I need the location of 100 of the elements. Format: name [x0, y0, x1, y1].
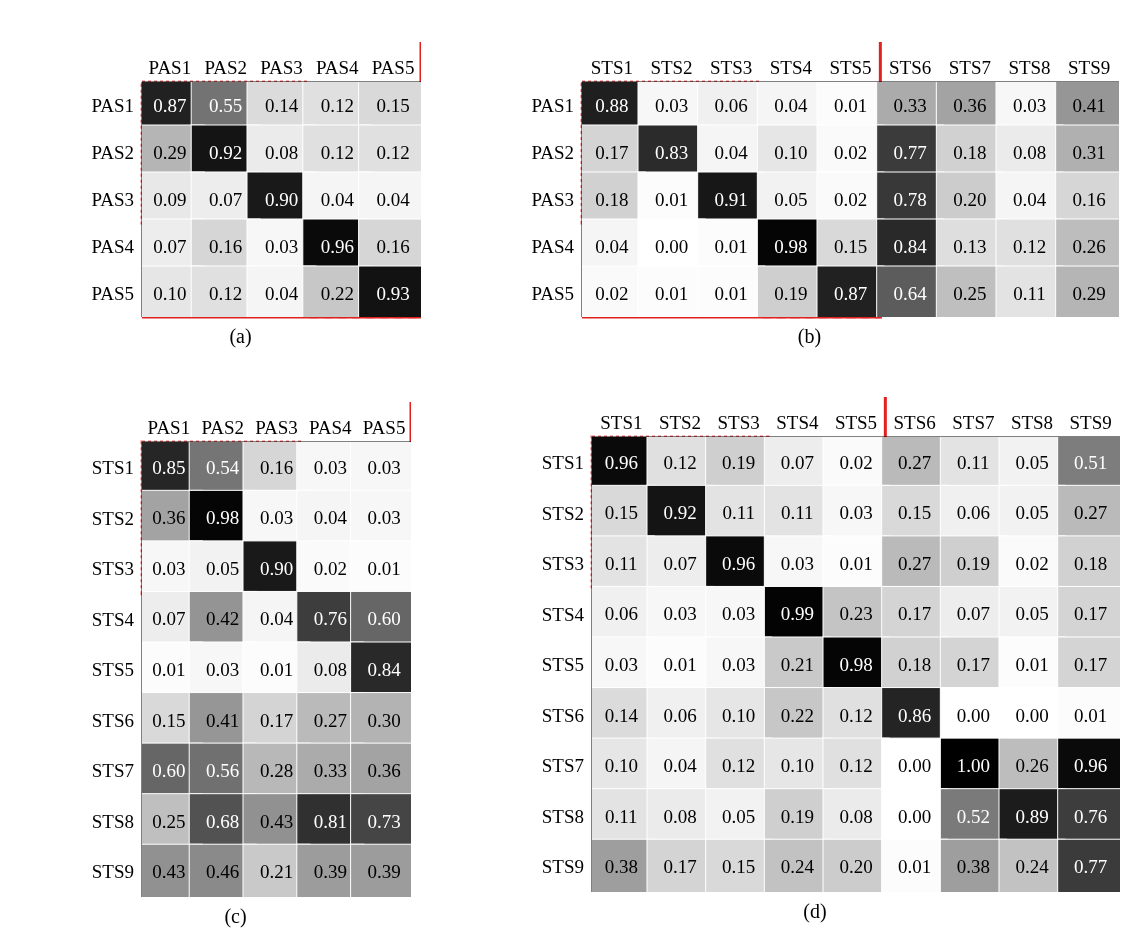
data-label: 0.03	[367, 507, 401, 529]
x-tick-label: PAS2	[201, 417, 245, 438]
y-tick-label: STS7	[91, 760, 134, 782]
y-tick-label: PAS4	[91, 236, 135, 258]
data-label: 0.06	[714, 95, 748, 116]
data-label: 0.99	[780, 603, 814, 625]
data-label: 0.14	[604, 704, 639, 726]
data-label: 0.39	[367, 861, 401, 883]
data-label: 0.33	[893, 95, 927, 116]
data-label: 0.07	[153, 236, 187, 257]
data-label: 0.15	[376, 95, 410, 116]
data-label: 0.27	[313, 709, 347, 731]
data-label: 0.01	[839, 552, 873, 574]
y-tick-label: STS2	[91, 507, 134, 529]
data-label: 0.05	[1015, 502, 1049, 524]
data-label: 0.20	[953, 189, 987, 210]
data-label: 0.17	[595, 142, 629, 163]
data-label: 0.01	[654, 283, 689, 304]
x-tick-label: STS1	[590, 57, 633, 78]
data-label: 0.02	[1015, 552, 1049, 574]
data-label: 0.20	[839, 856, 873, 878]
data-label: 0.04	[595, 236, 629, 257]
data-label: 0.19	[956, 552, 990, 574]
data-label: 0.03	[264, 236, 299, 257]
data-label: 0.04	[264, 283, 299, 304]
data-label: 0.07	[209, 189, 243, 210]
x-tick-label: PAS3	[260, 57, 303, 78]
x-tick-label: STS2	[658, 412, 702, 433]
x-tick-label: STS4	[776, 412, 819, 433]
data-label: 0.12	[1012, 236, 1047, 257]
y-tick-label: STS7	[541, 755, 584, 777]
data-label: 0.89	[1015, 805, 1049, 827]
data-label: 0.15	[722, 856, 756, 878]
data-label: 0.56	[206, 760, 240, 782]
data-label: 0.76	[1074, 805, 1108, 827]
data-label: 0.05	[1015, 451, 1049, 473]
x-tick-label: PAS1	[148, 57, 192, 78]
data-label: 0.09	[153, 189, 187, 210]
data-label: 0.98	[206, 507, 240, 529]
data-label: 0.03	[654, 95, 689, 116]
data-label: 0.11	[1013, 283, 1046, 304]
data-label: 0.16	[376, 236, 410, 257]
data-label: 0.11	[605, 805, 638, 827]
y-tick-label: STS4	[91, 608, 135, 630]
x-tick-label: STS4	[769, 57, 813, 78]
x-tick-label: STS9	[1069, 412, 1112, 433]
x-tick-label: PAS5	[362, 417, 406, 438]
data-label: 0.15	[152, 709, 186, 731]
data-label: 0.17	[1074, 654, 1108, 675]
data-label: 0.52	[956, 805, 990, 827]
data-label: 0.03	[152, 557, 186, 579]
data-label: 0.28	[259, 760, 294, 782]
data-label: 0.88	[595, 95, 629, 116]
data-label: 0.30	[367, 709, 401, 731]
data-label: 0.11	[957, 451, 990, 473]
data-label: 0.17	[956, 654, 990, 675]
data-label: 0.87	[153, 95, 187, 116]
data-label: 0.27	[898, 552, 932, 574]
y-tick-label: STS5	[541, 654, 584, 676]
data-label: 0.92	[209, 142, 243, 163]
data-label: 0.85	[152, 456, 186, 478]
data-label: 0.15	[604, 502, 638, 524]
data-label: 0.08	[264, 142, 299, 163]
data-label: 0.46	[206, 861, 240, 883]
data-label: 0.96	[604, 451, 638, 473]
data-label: 0.68	[206, 810, 240, 832]
data-label: 0.05	[722, 805, 756, 827]
data-label: 0.12	[663, 451, 697, 473]
data-label: 0.01	[1015, 654, 1049, 675]
data-label: 0.18	[595, 189, 629, 210]
data-label: 0.06	[663, 704, 697, 726]
y-tick-label: STS9	[541, 856, 584, 878]
data-label: 0.41	[1072, 95, 1106, 116]
data-label: 0.19	[780, 805, 814, 827]
x-tick-label: STS2	[650, 57, 693, 78]
data-label: 0.39	[313, 861, 347, 883]
data-label: 0.96	[1074, 755, 1108, 777]
data-label: 0.18	[1074, 552, 1108, 574]
data-label: 0.03	[780, 552, 814, 574]
data-label: 0.98	[774, 236, 808, 257]
data-label: 0.43	[259, 810, 294, 832]
data-label: 0.03	[313, 456, 347, 478]
data-label: 0.03	[1012, 95, 1047, 116]
data-label: 0.01	[367, 557, 401, 579]
data-label: 0.00	[956, 704, 990, 726]
y-tick-label: STS9	[91, 861, 134, 883]
x-tick-label: STS7	[948, 57, 991, 78]
data-label: 0.76	[313, 608, 347, 630]
data-label: 0.21	[780, 654, 814, 675]
data-label: 0.36	[152, 507, 186, 529]
data-label: 0.12	[209, 283, 243, 304]
data-label: 0.08	[313, 659, 347, 680]
data-label: 0.10	[604, 755, 638, 777]
data-label: 0.15	[898, 502, 932, 524]
x-tick-label: STS8	[1010, 412, 1054, 433]
data-label: 0.19	[722, 451, 756, 473]
y-tick-label: STS1	[541, 452, 584, 474]
data-label: 0.03	[604, 654, 638, 675]
data-label: 0.64	[893, 283, 928, 304]
data-label: 0.38	[956, 856, 990, 878]
